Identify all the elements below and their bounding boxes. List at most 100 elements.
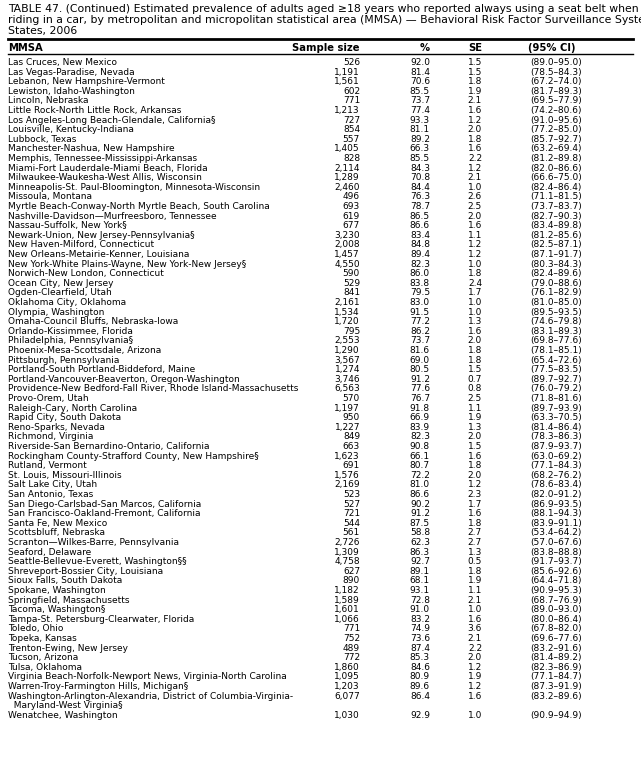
Text: Ogden-Clearfield, Utah: Ogden-Clearfield, Utah <box>8 289 112 297</box>
Text: (78.6–83.4): (78.6–83.4) <box>530 480 581 490</box>
Text: SE: SE <box>468 43 482 53</box>
Text: Portland-Vancouver-Beaverton, Oregon-Washington: Portland-Vancouver-Beaverton, Oregon-Was… <box>8 375 240 383</box>
Text: 1.7: 1.7 <box>468 500 482 509</box>
Text: (81.2–89.8): (81.2–89.8) <box>530 154 581 163</box>
Text: 1.3: 1.3 <box>468 423 482 432</box>
Text: 771: 771 <box>343 96 360 105</box>
Text: 2.0: 2.0 <box>468 336 482 346</box>
Text: 91.0: 91.0 <box>410 605 430 614</box>
Text: 2.4: 2.4 <box>468 279 482 288</box>
Text: 1,191: 1,191 <box>334 68 360 76</box>
Text: 2.5: 2.5 <box>468 394 482 403</box>
Text: 2.0: 2.0 <box>468 433 482 441</box>
Text: 86.3: 86.3 <box>410 547 430 557</box>
Text: 66.9: 66.9 <box>410 413 430 422</box>
Text: (83.8–88.8): (83.8–88.8) <box>530 547 582 557</box>
Text: (87.1–91.7): (87.1–91.7) <box>530 250 582 259</box>
Text: (68.7–76.9): (68.7–76.9) <box>530 596 582 604</box>
Text: 1,095: 1,095 <box>334 672 360 681</box>
Text: Pittsburgh, Pennsylvania: Pittsburgh, Pennsylvania <box>8 356 119 365</box>
Text: 2.5: 2.5 <box>468 202 482 211</box>
Text: Rutland, Vermont: Rutland, Vermont <box>8 461 87 470</box>
Text: (77.2–85.0): (77.2–85.0) <box>530 126 581 134</box>
Text: 1.6: 1.6 <box>468 326 482 336</box>
Text: (82.5–87.1): (82.5–87.1) <box>530 240 581 249</box>
Text: 0.8: 0.8 <box>468 384 482 393</box>
Text: %: % <box>420 43 430 53</box>
Text: Milwaukee-Waukesha-West Allis, Wisconsin: Milwaukee-Waukesha-West Allis, Wisconsin <box>8 173 202 182</box>
Text: 2.2: 2.2 <box>468 154 482 163</box>
Text: (71.1–81.5): (71.1–81.5) <box>530 192 582 202</box>
Text: 1.8: 1.8 <box>468 77 482 86</box>
Text: 81.0: 81.0 <box>410 480 430 490</box>
Text: 1.8: 1.8 <box>468 270 482 278</box>
Text: 73.6: 73.6 <box>410 634 430 643</box>
Text: 663: 663 <box>343 442 360 451</box>
Text: Nassau-Suffolk, New York§: Nassau-Suffolk, New York§ <box>8 221 127 230</box>
Text: Orlando-Kissimmee, Florida: Orlando-Kissimmee, Florida <box>8 326 133 336</box>
Text: 2,114: 2,114 <box>335 163 360 172</box>
Text: 849: 849 <box>343 433 360 441</box>
Text: 721: 721 <box>343 509 360 518</box>
Text: 1.5: 1.5 <box>468 365 482 374</box>
Text: Ocean City, New Jersey: Ocean City, New Jersey <box>8 279 113 288</box>
Text: 1,601: 1,601 <box>334 605 360 614</box>
Text: (89.0–93.0): (89.0–93.0) <box>530 605 582 614</box>
Text: (76.1–82.9): (76.1–82.9) <box>530 289 581 297</box>
Text: Scranton—Wilkes-Barre, Pennsylvania: Scranton—Wilkes-Barre, Pennsylvania <box>8 538 179 547</box>
Text: (85.7–92.7): (85.7–92.7) <box>530 135 581 144</box>
Text: 1,182: 1,182 <box>335 586 360 595</box>
Text: 73.7: 73.7 <box>410 96 430 105</box>
Text: 523: 523 <box>343 490 360 499</box>
Text: Maryland-West Virginia§: Maryland-West Virginia§ <box>8 701 122 710</box>
Text: (76.0–79.2): (76.0–79.2) <box>530 384 581 393</box>
Text: Toledo, Ohio: Toledo, Ohio <box>8 624 63 634</box>
Text: 2,169: 2,169 <box>335 480 360 490</box>
Text: (82.4–89.6): (82.4–89.6) <box>530 270 581 278</box>
Text: 1.5: 1.5 <box>468 442 482 451</box>
Text: 544: 544 <box>343 519 360 527</box>
Text: 1,534: 1,534 <box>335 307 360 316</box>
Text: 85.5: 85.5 <box>410 87 430 95</box>
Text: 1,860: 1,860 <box>334 663 360 671</box>
Text: 1,289: 1,289 <box>335 173 360 182</box>
Text: 561: 561 <box>343 528 360 537</box>
Text: 1,227: 1,227 <box>335 423 360 432</box>
Text: Topeka, Kansas: Topeka, Kansas <box>8 634 77 643</box>
Text: 1,576: 1,576 <box>334 470 360 480</box>
Text: 66.3: 66.3 <box>410 145 430 153</box>
Text: 84.6: 84.6 <box>410 663 430 671</box>
Text: Norwich-New London, Connecticut: Norwich-New London, Connecticut <box>8 270 164 278</box>
Text: (82.4–86.4): (82.4–86.4) <box>530 182 581 192</box>
Text: Missoula, Montana: Missoula, Montana <box>8 192 92 202</box>
Text: 58.8: 58.8 <box>410 528 430 537</box>
Text: (81.4–89.2): (81.4–89.2) <box>530 653 581 662</box>
Text: MMSA: MMSA <box>8 43 43 53</box>
Text: San Antonio, Texas: San Antonio, Texas <box>8 490 93 499</box>
Text: 1.6: 1.6 <box>468 614 482 624</box>
Text: 570: 570 <box>343 394 360 403</box>
Text: Trenton-Ewing, New Jersey: Trenton-Ewing, New Jersey <box>8 644 128 653</box>
Text: 87.4: 87.4 <box>410 644 430 653</box>
Text: 79.5: 79.5 <box>410 289 430 297</box>
Text: 1.6: 1.6 <box>468 145 482 153</box>
Text: (87.9–93.7): (87.9–93.7) <box>530 442 582 451</box>
Text: 841: 841 <box>343 289 360 297</box>
Text: 90.8: 90.8 <box>410 442 430 451</box>
Text: Provo-Orem, Utah: Provo-Orem, Utah <box>8 394 88 403</box>
Text: 83.0: 83.0 <box>410 298 430 307</box>
Text: 1,197: 1,197 <box>334 403 360 413</box>
Text: 83.4: 83.4 <box>410 231 430 239</box>
Text: Portland-South Portland-Biddeford, Maine: Portland-South Portland-Biddeford, Maine <box>8 365 196 374</box>
Text: (80.0–86.4): (80.0–86.4) <box>530 614 581 624</box>
Text: 6,077: 6,077 <box>334 691 360 701</box>
Text: 92.7: 92.7 <box>410 557 430 566</box>
Text: 677: 677 <box>343 221 360 230</box>
Text: 83.9: 83.9 <box>410 423 430 432</box>
Text: Rapid City, South Dakota: Rapid City, South Dakota <box>8 413 121 422</box>
Text: (89.0–95.0): (89.0–95.0) <box>530 58 582 67</box>
Text: New York-White Plains-Wayne, New York-New Jersey§: New York-White Plains-Wayne, New York-Ne… <box>8 259 246 269</box>
Text: (68.2–76.2): (68.2–76.2) <box>530 470 581 480</box>
Text: (90.9–95.3): (90.9–95.3) <box>530 586 582 595</box>
Text: 1.0: 1.0 <box>468 711 482 720</box>
